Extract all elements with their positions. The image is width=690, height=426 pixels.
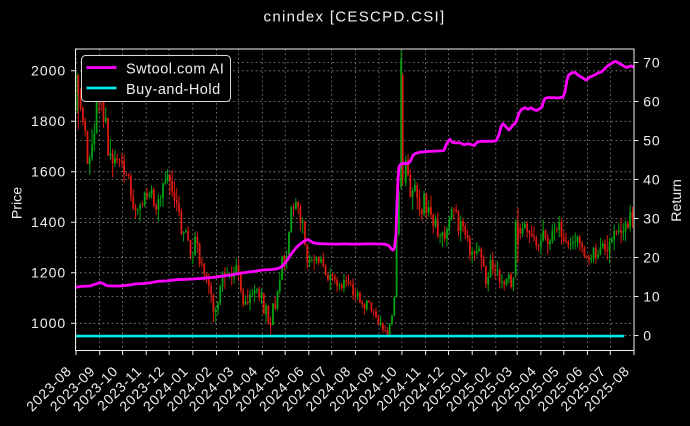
svg-text:Return: Return <box>669 179 685 222</box>
svg-text:70: 70 <box>643 54 660 70</box>
svg-text:Buy-and-Hold: Buy-and-Hold <box>126 82 221 98</box>
svg-text:1000: 1000 <box>31 315 66 331</box>
svg-text:2000: 2000 <box>31 63 66 79</box>
svg-text:1600: 1600 <box>31 164 66 180</box>
svg-text:60: 60 <box>643 93 660 109</box>
svg-text:1200: 1200 <box>31 265 66 281</box>
svg-text:1800: 1800 <box>31 113 66 129</box>
svg-text:Swtool.com AI: Swtool.com AI <box>126 62 224 78</box>
svg-text:cnindex [CESCPD.CSI]: cnindex [CESCPD.CSI] <box>264 9 446 26</box>
svg-text:40: 40 <box>643 171 660 187</box>
svg-text:10: 10 <box>643 288 660 304</box>
svg-text:0: 0 <box>643 327 652 343</box>
svg-text:30: 30 <box>643 210 660 226</box>
svg-text:Price: Price <box>10 187 26 219</box>
svg-text:1400: 1400 <box>31 214 66 230</box>
svg-text:20: 20 <box>643 249 660 265</box>
svg-text:50: 50 <box>643 132 660 148</box>
